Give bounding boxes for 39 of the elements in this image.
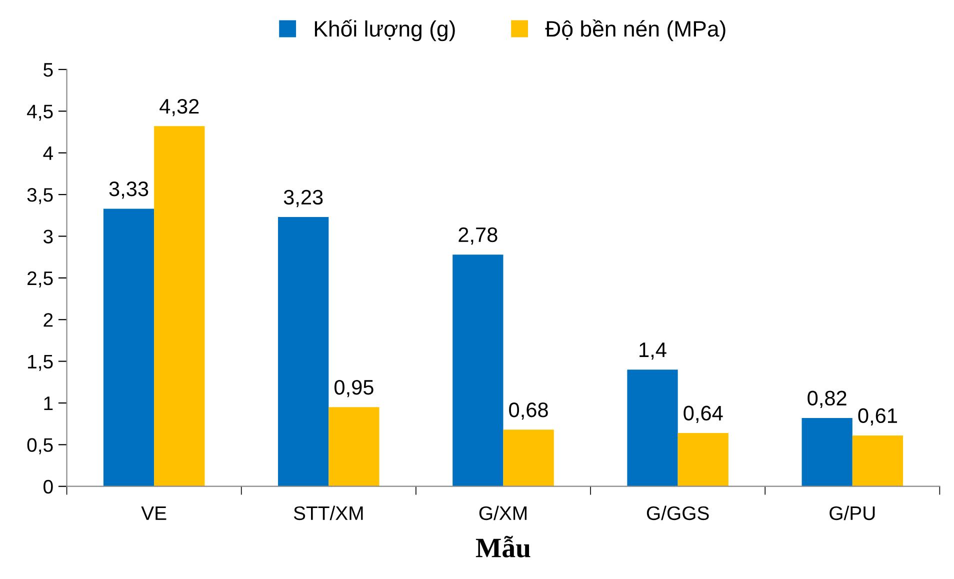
x-tick-label: VE [141, 506, 166, 520]
y-tick-label: 0,5 [27, 438, 53, 454]
data-label: 3,23 [284, 190, 323, 208]
bar [278, 217, 329, 486]
bar [452, 254, 504, 486]
legend-label: Khối lượng (g) [314, 19, 455, 42]
data-label: 1,4 [640, 342, 666, 360]
y-tick-label: 1,5 [28, 354, 53, 371]
legend-label: Độ bền nén (MPa) [545, 19, 726, 42]
data-label: 2,78 [458, 227, 498, 245]
data-label: 4,32 [160, 98, 199, 116]
data-label: 0,61 [858, 408, 897, 426]
data-label: 0,68 [509, 402, 548, 420]
bar [154, 126, 205, 486]
x-tick-label: G/GGS [646, 506, 709, 520]
bar [103, 208, 154, 486]
data-label: 3,33 [109, 182, 148, 199]
data-label: 0,64 [684, 406, 723, 424]
data-label: 0,82 [808, 390, 846, 408]
y-tick-label: 5 [44, 63, 53, 77]
bar [627, 370, 678, 486]
data-label: 0,95 [334, 380, 374, 398]
y-tick-label: 2,5 [28, 271, 53, 288]
y-tick-label: 4,5 [27, 104, 53, 121]
bar [852, 436, 904, 486]
bar [503, 430, 554, 486]
bar [802, 418, 852, 486]
x-tick-label: STT/XM [294, 506, 363, 520]
bar [678, 433, 728, 486]
y-tick-label: 4 [43, 146, 54, 160]
y-tick-label: 0 [44, 480, 53, 494]
bar [328, 407, 380, 486]
y-tick-label: 3 [44, 230, 53, 244]
x-axis-title: Mẫu [476, 536, 530, 558]
y-tick-label: 3,5 [27, 188, 53, 204]
x-tick-label: G/XM [479, 506, 526, 520]
y-tick-label: 2 [44, 313, 53, 327]
y-tick-label: 1 [44, 396, 53, 410]
x-tick-label: G/PU [830, 506, 875, 520]
